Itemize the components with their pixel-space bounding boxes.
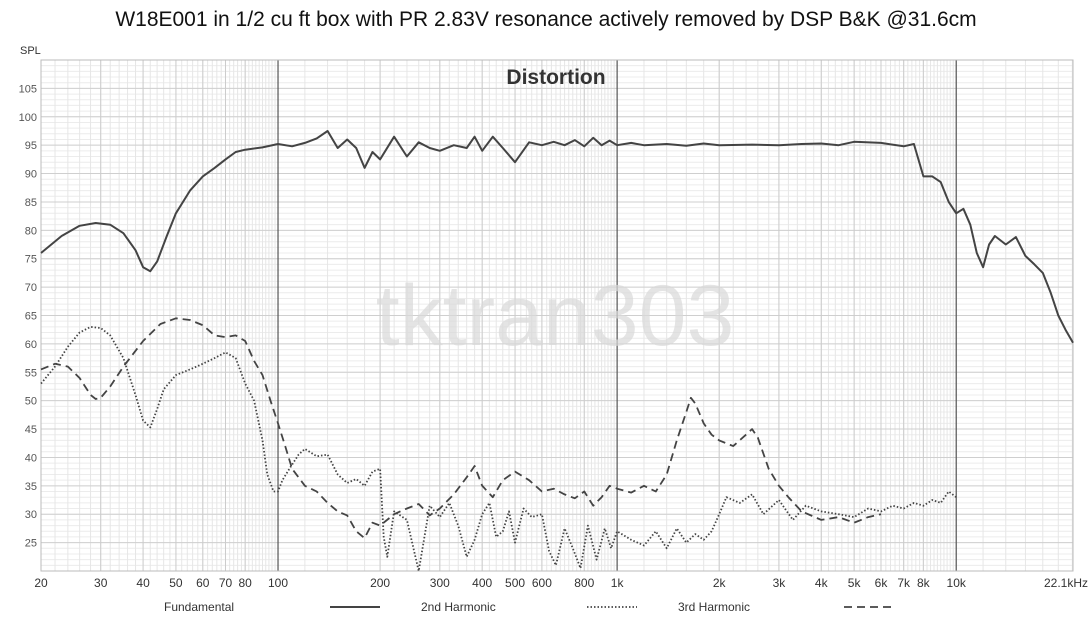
x-tick-label: 7k <box>897 576 911 590</box>
chart-subtitle: Distortion <box>506 66 605 89</box>
x-tick-label: 4k <box>815 576 829 590</box>
y-tick-label: 40 <box>25 452 37 464</box>
x-tick-label: 70 <box>219 576 233 590</box>
x-tick-label: 800 <box>574 576 594 590</box>
y-tick-label: 105 <box>19 83 37 95</box>
x-tick-label: 60 <box>196 576 210 590</box>
x-tick-label: 10k <box>947 576 967 590</box>
y-tick-label: 35 <box>25 481 37 493</box>
x-tick-label: 500 <box>505 576 525 590</box>
x-tick-label: 1k <box>611 576 625 590</box>
series-line-fundamental <box>40 130 1074 344</box>
y-tick-label: 45 <box>25 424 37 436</box>
x-tick-label: 20 <box>34 576 48 590</box>
y-tick-label: 100 <box>19 112 37 124</box>
x-tick-label: 100 <box>268 576 288 590</box>
series-line-2nd-harmonic <box>40 326 957 572</box>
x-tick-label: 22.1kHz <box>1044 576 1088 590</box>
plot-frame <box>40 59 1074 572</box>
legend-label: 2nd Harmonic <box>421 600 496 614</box>
x-tick-label: 3k <box>773 576 787 590</box>
x-tick-label: 30 <box>94 576 108 590</box>
legend-label: 3rd Harmonic <box>678 600 750 614</box>
y-axis-label: SPL <box>20 45 41 57</box>
watermark: tktran303 <box>376 268 735 364</box>
y-tick-label: 95 <box>25 140 37 152</box>
x-tick-label: 200 <box>370 576 390 590</box>
x-tick-label: 8k <box>917 576 931 590</box>
y-tick-labels: 25 30 35 40 45 50 55 60 65 70 75 80 85 90 95 100 105 <box>19 83 37 549</box>
y-tick-label: 55 <box>25 367 37 379</box>
legend-label: Fundamental <box>164 600 234 614</box>
x-tick-label: 80 <box>238 576 252 590</box>
y-tick-label: 80 <box>25 225 37 237</box>
legend: Fundamental 2nd Harmonic 3rd Harmonic <box>164 600 894 614</box>
x-tick-label: 300 <box>430 576 450 590</box>
y-tick-label: 65 <box>25 311 37 323</box>
series-line-3rd-harmonic <box>40 317 882 539</box>
y-tick-label: 30 <box>25 509 37 521</box>
x-tick-label: 6k <box>875 576 889 590</box>
y-tick-label: 75 <box>25 254 37 266</box>
x-tick-label: 40 <box>136 576 150 590</box>
x-tick-labels: 20 30 40 50 60 70 80 100 200 300 400 500 600 800 1k 2k 3… <box>34 576 1088 590</box>
x-tick-label: 50 <box>169 576 183 590</box>
x-tick-label: 600 <box>532 576 552 590</box>
x-tick-label: 400 <box>472 576 492 590</box>
x-tick-label: 5k <box>848 576 862 590</box>
x-tick-label: 2k <box>713 576 727 590</box>
series-layer <box>40 130 1074 572</box>
y-tick-label: 50 <box>25 396 37 408</box>
y-tick-label: 70 <box>25 282 37 294</box>
y-tick-label: 60 <box>25 339 37 351</box>
y-tick-label: 90 <box>25 169 37 181</box>
page-title: W18E001 in 1/2 cu ft box with PR 2.83V r… <box>115 8 977 31</box>
y-tick-label: 25 <box>25 538 37 550</box>
y-tick-label: 85 <box>25 197 37 209</box>
